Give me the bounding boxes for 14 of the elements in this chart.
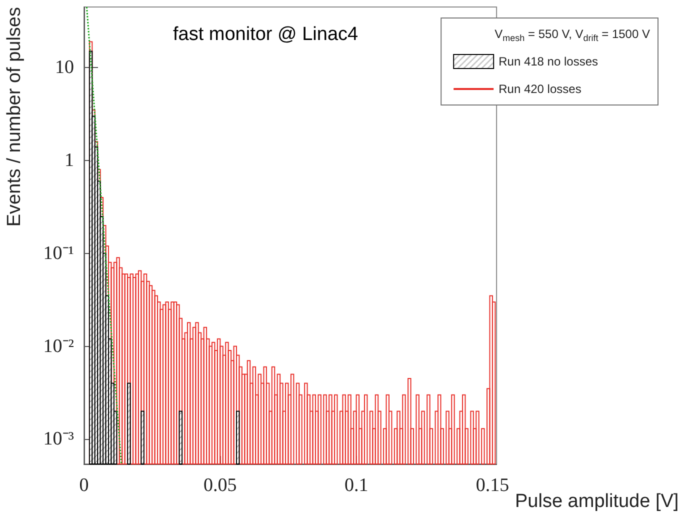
legend-label: Run 418 no losses [498, 54, 598, 68]
y-tick-label: 1 [64, 150, 74, 172]
y-tick-label: 10 [55, 57, 74, 78]
x-axis-title: Pulse amplitude [V] [514, 491, 679, 512]
x-tick-label: 0.15 [476, 475, 510, 496]
x-tick-label: 0.1 [344, 475, 368, 496]
text: fast monitor @ Linac4 [173, 24, 359, 45]
legend-label: Run 420 losses [498, 82, 582, 96]
y-tick-label: 10⁻¹ [43, 242, 74, 264]
y-axis-title: Events / number of pulses [4, 7, 25, 227]
x-tick-label: 0.05 [204, 475, 237, 496]
y-tick-label: 10⁻³ [43, 428, 74, 450]
y-tick-label: 10⁻² [43, 336, 74, 357]
x-tick-label: 0 [79, 475, 89, 496]
